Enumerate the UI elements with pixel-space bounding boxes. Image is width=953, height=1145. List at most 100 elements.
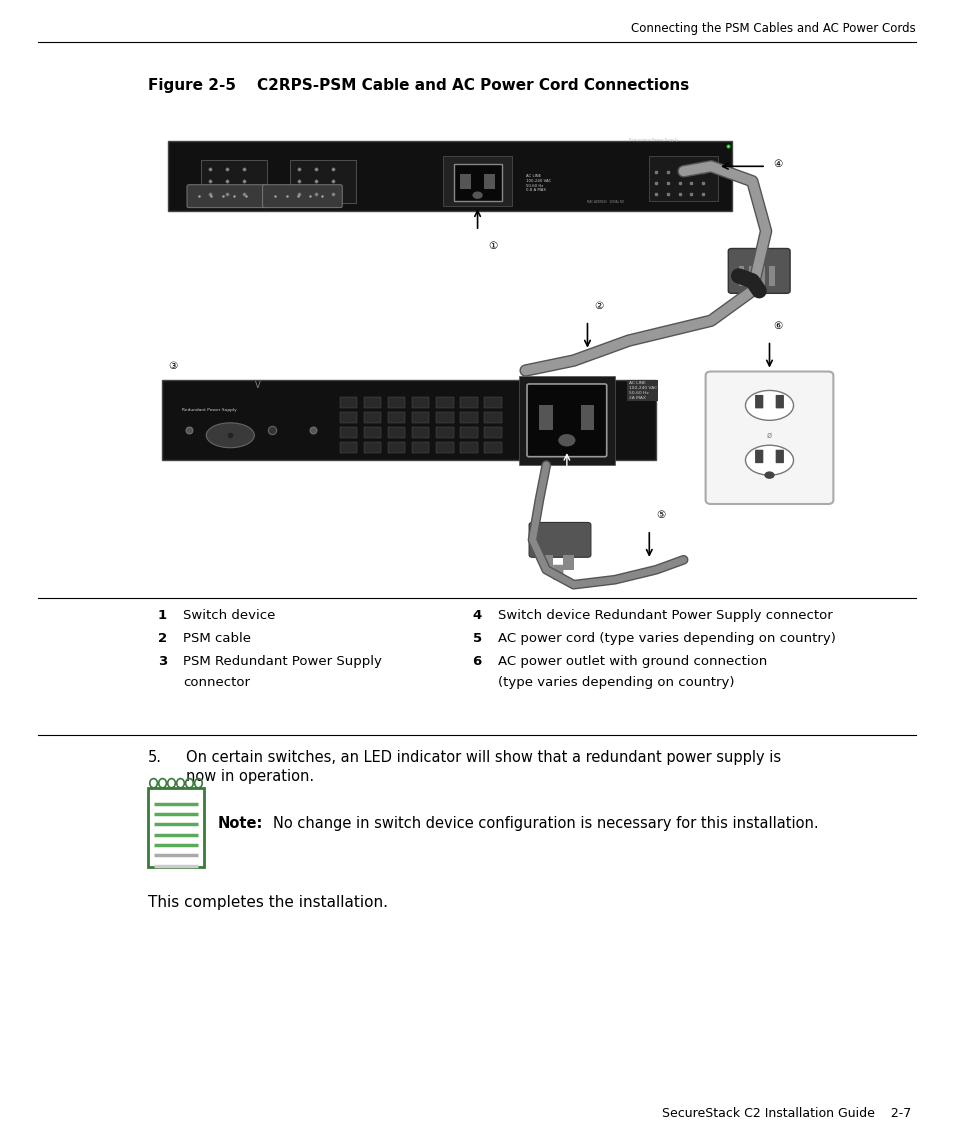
Text: 2: 2 [157,632,167,645]
FancyBboxPatch shape [526,384,606,457]
FancyBboxPatch shape [436,412,453,423]
Ellipse shape [558,434,575,447]
FancyBboxPatch shape [453,164,501,202]
FancyBboxPatch shape [754,395,762,409]
Text: Redundant Power Supply: Redundant Power Supply [628,139,677,142]
FancyBboxPatch shape [738,266,743,286]
Text: Figure 2-5    C2RPS-PSM Cable and AC Power Cord Connections: Figure 2-5 C2RPS-PSM Cable and AC Power … [148,78,688,93]
Text: AC power outlet with ground connection: AC power outlet with ground connection [497,655,766,668]
FancyBboxPatch shape [412,442,429,452]
FancyBboxPatch shape [412,397,429,408]
FancyBboxPatch shape [388,442,405,452]
Ellipse shape [472,191,482,199]
Text: ③: ③ [169,361,177,371]
FancyBboxPatch shape [649,157,718,202]
Text: Switch device Redundant Power Supply connector: Switch device Redundant Power Supply con… [497,609,832,622]
FancyBboxPatch shape [484,427,501,437]
Text: 5: 5 [472,632,481,645]
FancyBboxPatch shape [436,442,453,452]
Ellipse shape [744,445,793,475]
Text: 5.: 5. [148,750,162,765]
FancyBboxPatch shape [412,412,429,423]
FancyBboxPatch shape [436,427,453,437]
Text: 3: 3 [157,655,167,668]
Text: Connecting the PSM Cables and AC Power Cords: Connecting the PSM Cables and AC Power C… [631,22,915,34]
FancyBboxPatch shape [364,412,381,423]
FancyBboxPatch shape [538,405,553,431]
FancyBboxPatch shape [759,266,764,286]
FancyBboxPatch shape [727,248,789,293]
FancyBboxPatch shape [460,412,477,423]
FancyBboxPatch shape [518,376,615,465]
FancyBboxPatch shape [754,450,762,464]
FancyBboxPatch shape [484,174,495,189]
FancyBboxPatch shape [436,397,453,408]
FancyBboxPatch shape [484,397,501,408]
FancyBboxPatch shape [563,555,573,570]
FancyBboxPatch shape [460,427,477,437]
FancyBboxPatch shape [364,442,381,452]
FancyBboxPatch shape [388,427,405,437]
Text: ⑥: ⑥ [772,321,781,331]
FancyBboxPatch shape [340,397,357,408]
Text: V: V [254,381,260,390]
Text: ①: ① [487,242,497,251]
FancyBboxPatch shape [187,184,267,207]
Text: ø: ø [766,431,771,440]
Ellipse shape [763,472,774,479]
Text: PSM cable: PSM cable [183,632,251,645]
Ellipse shape [744,390,793,420]
FancyBboxPatch shape [529,522,590,558]
FancyBboxPatch shape [388,412,405,423]
Text: (type varies depending on country): (type varies depending on country) [497,676,734,688]
Text: AC LINE
100-240 VAC
50-60 Hz
0.8 A MAX: AC LINE 100-240 VAC 50-60 Hz 0.8 A MAX [525,174,550,192]
FancyBboxPatch shape [340,427,357,437]
Text: SecureStack C2 Installation Guide    2-7: SecureStack C2 Installation Guide 2-7 [661,1107,910,1120]
Text: No change in switch device configuration is necessary for this installation.: No change in switch device configuration… [273,816,818,831]
Text: Switch device: Switch device [183,609,275,622]
FancyBboxPatch shape [169,142,731,211]
FancyBboxPatch shape [412,427,429,437]
FancyBboxPatch shape [340,412,357,423]
FancyBboxPatch shape [290,160,355,203]
FancyBboxPatch shape [769,266,774,286]
FancyBboxPatch shape [364,427,381,437]
Ellipse shape [206,423,254,448]
FancyBboxPatch shape [148,788,204,867]
FancyBboxPatch shape [542,555,553,570]
Text: 6: 6 [472,655,481,668]
Text: now in operation.: now in operation. [186,769,314,784]
FancyBboxPatch shape [340,442,357,452]
Text: PSM Redundant Power Supply: PSM Redundant Power Supply [183,655,381,668]
FancyBboxPatch shape [484,412,501,423]
Text: ②: ② [594,301,603,310]
FancyBboxPatch shape [200,160,267,203]
Text: This completes the installation.: This completes the installation. [148,895,388,910]
FancyBboxPatch shape [460,174,470,189]
FancyBboxPatch shape [364,397,381,408]
FancyBboxPatch shape [553,564,563,579]
Text: connector: connector [183,676,250,688]
FancyBboxPatch shape [460,442,477,452]
Text: ④: ④ [772,159,781,168]
FancyBboxPatch shape [484,442,501,452]
Text: MAC ADDRESS   SERIAL NO.: MAC ADDRESS SERIAL NO. [587,199,625,204]
Text: ⑤: ⑤ [656,510,664,520]
Text: Note:: Note: [217,816,263,831]
FancyBboxPatch shape [388,397,405,408]
Text: 1: 1 [157,609,167,622]
Text: AC power cord (type varies depending on country): AC power cord (type varies depending on … [497,632,835,645]
Text: Redundant Power Supply: Redundant Power Supply [182,409,236,412]
FancyBboxPatch shape [775,450,783,464]
FancyBboxPatch shape [748,266,754,286]
FancyBboxPatch shape [262,184,342,207]
Text: On certain switches, an LED indicator will show that a redundant power supply is: On certain switches, an LED indicator wi… [186,750,781,765]
Text: 4: 4 [472,609,481,622]
FancyBboxPatch shape [775,395,783,409]
Text: AC LINE
100-240 VAC
50-60 Hz
2A MAX: AC LINE 100-240 VAC 50-60 Hz 2A MAX [628,381,656,400]
FancyBboxPatch shape [705,371,833,504]
FancyBboxPatch shape [580,405,594,431]
FancyBboxPatch shape [443,157,512,206]
FancyBboxPatch shape [460,397,477,408]
FancyBboxPatch shape [161,380,656,460]
